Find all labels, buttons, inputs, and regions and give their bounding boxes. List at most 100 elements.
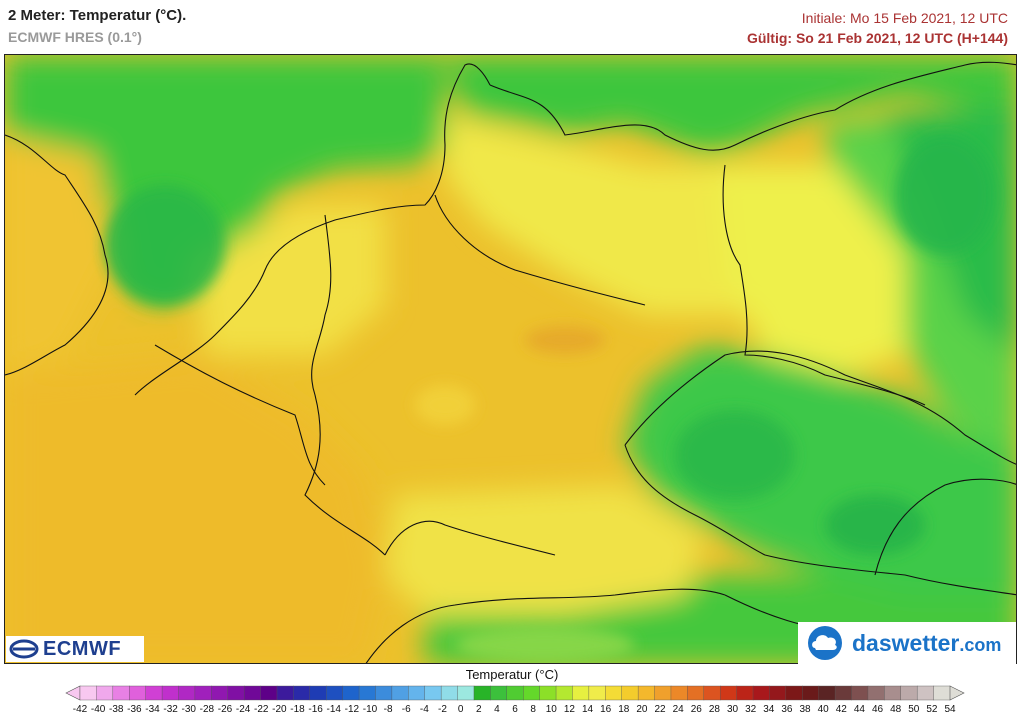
netherlands-belgium-border	[304, 214, 386, 556]
scale-tick-label: 2	[476, 704, 482, 715]
scale-swatch	[933, 685, 951, 701]
scale-tick-label: 22	[654, 704, 666, 715]
ecmwf-logo-text: ECMWF	[43, 637, 122, 660]
scale-swatch	[654, 685, 672, 701]
scale-swatch	[769, 685, 787, 701]
scale-tick-label: 48	[890, 704, 902, 715]
scale-swatch	[900, 685, 918, 701]
scale-swatch	[342, 685, 360, 701]
warm-spot-1	[525, 326, 605, 354]
scale-tick-label: -14	[327, 704, 342, 715]
daswetter-name: daswetter	[852, 629, 960, 656]
scale-swatch	[227, 685, 245, 701]
map-canvas	[5, 55, 1016, 663]
scale-tick-label: 18	[618, 704, 630, 715]
scale-swatch	[867, 685, 885, 701]
scale-swatch	[293, 685, 311, 701]
scale-tick-label: 36	[781, 704, 793, 715]
valid-time: Gültig: So 21 Feb 2021, 12 UTC (H+144)	[746, 30, 1008, 46]
scale-swatch	[834, 685, 853, 701]
poland-germany-border	[722, 164, 926, 406]
scale-swatch	[96, 685, 114, 701]
scale-swatch	[605, 685, 623, 701]
scale-swatch	[375, 685, 393, 701]
scale-swatch	[703, 685, 721, 701]
scale-swatch	[457, 685, 475, 701]
alps-highland	[455, 627, 635, 663]
rhine-line	[384, 520, 556, 556]
cool-spot-northeast	[895, 135, 995, 255]
scale-swatch	[506, 685, 524, 701]
slovakia-border	[874, 478, 1016, 576]
scale-swatch	[637, 685, 656, 701]
scale-swatch	[391, 685, 409, 701]
scale-tick-label: 34	[763, 704, 775, 715]
scale-tick-label: 32	[745, 704, 757, 715]
scale-tick-label: 14	[582, 704, 594, 715]
legend-title: Temperatur (°C)	[465, 667, 559, 682]
scale-ticks: -42 -40 -38 -36 -34 -32 -30 -28 -26 -24 -22 -20 -18-…	[73, 704, 956, 715]
scale-swatch	[440, 685, 459, 701]
scale-tick-label: 8	[530, 704, 536, 715]
init-time: Initiale: Mo 15 Feb 2021, 12 UTC	[801, 10, 1008, 26]
north-germany-line	[434, 194, 646, 306]
scale-tick-label: -40	[91, 704, 106, 715]
daswetter-logo[interactable]: daswetter.com	[798, 622, 1016, 664]
scale-swatch	[473, 685, 491, 701]
scale-tick-label: 44	[854, 704, 866, 715]
scale-tick-label: -42	[73, 704, 88, 715]
scale-tick-label: -34	[145, 704, 160, 715]
belgium-france-border	[154, 344, 326, 486]
scale-swatch	[424, 685, 442, 701]
scale-swatch	[687, 685, 705, 701]
scale-tick-label: -22	[254, 704, 269, 715]
scale-swatch	[260, 685, 278, 701]
cool-spot-czech	[675, 410, 795, 500]
daswetter-logo-text: daswetter.com	[852, 630, 1001, 657]
scale-boxes	[65, 685, 965, 701]
scale-tick-label: 4	[494, 704, 500, 715]
scale-swatch	[670, 685, 688, 701]
scale-swatch	[523, 685, 541, 701]
scale-tick-label: 52	[926, 704, 938, 715]
scale-swatch	[194, 685, 212, 701]
ecmwf-swirl-icon	[9, 639, 39, 659]
scale-swatch	[276, 685, 294, 701]
scale-swatch	[539, 685, 557, 701]
scale-tick-label: -16	[308, 704, 323, 715]
scale-swatch	[112, 685, 130, 701]
south-germany-zone	[385, 485, 705, 615]
france-zone	[5, 355, 385, 663]
scale-swatch	[145, 685, 163, 701]
scale-tick-label: -32	[163, 704, 178, 715]
scale-swatch	[309, 685, 327, 701]
warm-spot-2	[415, 385, 475, 425]
scale-tick-label: -38	[109, 704, 124, 715]
scale-tick-label: -24	[236, 704, 251, 715]
scale-tick-label: 10	[546, 704, 558, 715]
uk-zone	[5, 135, 115, 375]
scale-tick-label: -20	[272, 704, 287, 715]
scale-swatch	[572, 685, 590, 701]
scale-tick-label: 16	[600, 704, 612, 715]
north-germany-zone	[445, 115, 785, 315]
map-title: 2 Meter: Temperatur (°C).	[8, 7, 187, 24]
scale-tick-label: -12	[345, 704, 360, 715]
scale-swatch	[129, 685, 147, 701]
scale-tick-label: -6	[402, 704, 411, 715]
scale-swatch	[555, 685, 573, 701]
temperature-color-scale: -42 -40 -38 -36 -34 -32 -30 -28 -26 -24 -22 -20 -18-…	[65, 685, 965, 715]
scale-tick-label: -28	[200, 704, 215, 715]
scale-tick-label: 12	[564, 704, 576, 715]
scale-swatch	[79, 685, 97, 701]
scale-swatch	[326, 685, 344, 701]
scale-tick-label: 40	[818, 704, 830, 715]
scale-tick-label: 24	[673, 704, 685, 715]
scale-swatch	[490, 685, 508, 701]
scale-arrow-high	[949, 685, 965, 701]
temperature-map[interactable]	[4, 54, 1017, 664]
scale-tick-label: -8	[384, 704, 393, 715]
uk-coast	[5, 134, 109, 376]
scale-tick-label: 6	[512, 704, 518, 715]
scale-swatch	[178, 685, 196, 701]
